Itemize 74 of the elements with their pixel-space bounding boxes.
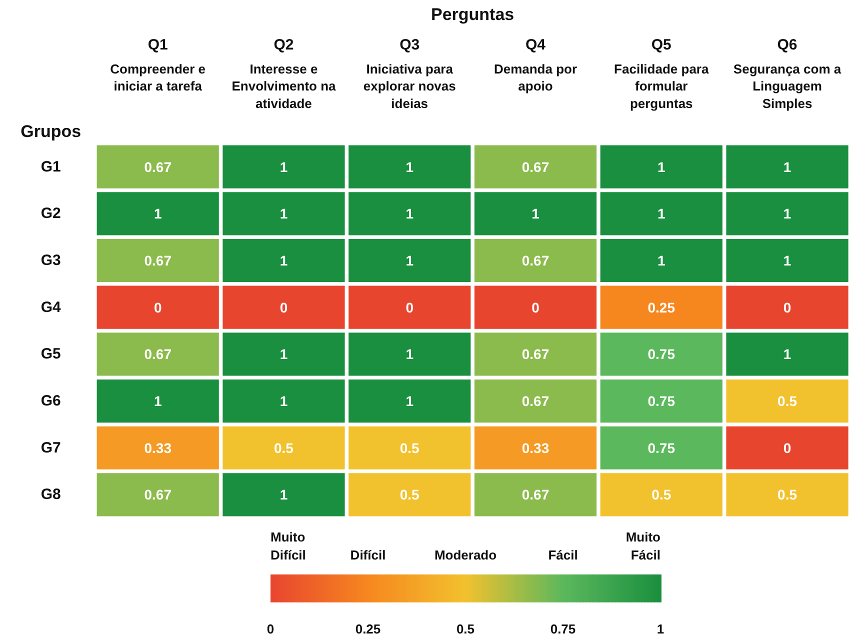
data-label: 0.75 bbox=[648, 393, 676, 410]
data-label: 0.5 bbox=[400, 486, 420, 503]
text: Fácil bbox=[548, 547, 578, 562]
data-label: 0.25 bbox=[648, 299, 676, 316]
data-label: 1 bbox=[154, 393, 162, 410]
data-label: 0.67 bbox=[144, 346, 172, 362]
data-label: 0.5 bbox=[400, 440, 420, 456]
y-tick-label: G1 bbox=[40, 158, 61, 176]
x-tick-label: Q4 Demanda por apoio bbox=[494, 36, 578, 94]
data-label: 0.75 bbox=[648, 440, 676, 456]
x-tick-label: Q2 Interesse e Envolvimento na atividade bbox=[232, 36, 337, 111]
data-label: 1 bbox=[657, 206, 666, 222]
data-label: 0 bbox=[532, 299, 540, 316]
data-label: 0.5 bbox=[652, 486, 672, 503]
color-bar-label: 1 bbox=[656, 622, 664, 636]
data-label: 1 bbox=[783, 346, 792, 362]
data-label: 0.5 bbox=[778, 486, 798, 503]
data-label: 0.5 bbox=[778, 393, 798, 410]
data-label: 1 bbox=[280, 346, 288, 362]
data-label: 1 bbox=[280, 252, 288, 268]
data-label: 0.67 bbox=[144, 252, 172, 268]
data-label: 0 bbox=[783, 299, 792, 316]
data-label: 0.5 bbox=[274, 440, 294, 456]
data-label: 1 bbox=[280, 206, 288, 222]
x-tick-label: Q3 Iniciativa para explorar novas ideias bbox=[363, 36, 456, 111]
data-label: 1 bbox=[280, 158, 288, 175]
data-label: 0.33 bbox=[144, 440, 172, 456]
data-label: 1 bbox=[406, 158, 414, 175]
text: Difícil bbox=[350, 547, 386, 562]
data-label: 0.67 bbox=[144, 158, 172, 175]
color-bar-label: 0.75 bbox=[550, 622, 576, 636]
data-label: 0.33 bbox=[522, 440, 550, 456]
data-label: 1 bbox=[657, 252, 666, 268]
data-label: 0.67 bbox=[522, 252, 550, 268]
x-tick-label: Q1 Compreender e iniciar a tarefa bbox=[110, 36, 206, 94]
data-label: 0.67 bbox=[522, 486, 550, 503]
data-label: 1 bbox=[532, 206, 540, 222]
y-axis-title: Grupos bbox=[20, 122, 82, 142]
data-label: 0.67 bbox=[144, 486, 172, 503]
x-axis-title: Perguntas bbox=[430, 5, 514, 24]
data-label: 0 bbox=[406, 299, 414, 316]
data-label: 1 bbox=[280, 393, 288, 410]
y-tick-label: G8 bbox=[40, 486, 61, 504]
color-bar-label: 0.25 bbox=[355, 622, 381, 636]
y-tick-label: G7 bbox=[40, 439, 61, 456]
data-label: 0.67 bbox=[522, 393, 550, 410]
y-tick-label: G5 bbox=[40, 346, 61, 363]
text: Muito Difícil bbox=[270, 529, 306, 562]
data-label: 1 bbox=[154, 206, 162, 222]
data-label: 1 bbox=[657, 158, 666, 175]
y-tick-label: G3 bbox=[40, 252, 61, 269]
data-label: 1 bbox=[783, 252, 792, 268]
data-label: 0.67 bbox=[522, 346, 550, 362]
color-bar-label: 0.5 bbox=[456, 622, 475, 636]
x-tick-label: Q6 Segurança com a Linguagem Simples bbox=[733, 36, 842, 111]
color-bar-label: 0 bbox=[266, 622, 274, 636]
data-label: 1 bbox=[783, 158, 792, 175]
y-tick-label: G6 bbox=[40, 392, 61, 410]
x-tick-label: Q5 Facilidade para formular perguntas bbox=[614, 36, 710, 111]
data-label: 1 bbox=[406, 252, 414, 268]
data-label: 0 bbox=[280, 299, 288, 316]
data-label: 0.67 bbox=[522, 158, 550, 175]
data-label: 1 bbox=[406, 393, 414, 410]
text: Muito Fácil bbox=[626, 529, 661, 562]
data-label: 0 bbox=[783, 440, 792, 456]
data-label: 0.75 bbox=[648, 346, 676, 362]
data-label: 0 bbox=[154, 299, 162, 316]
data-label: 1 bbox=[783, 206, 792, 222]
y-tick-label: G4 bbox=[40, 298, 62, 316]
text: Moderado bbox=[434, 547, 497, 562]
data-label: 1 bbox=[406, 206, 414, 222]
y-tick-label: G2 bbox=[40, 205, 61, 222]
data-label: 1 bbox=[406, 346, 414, 362]
data-label: 1 bbox=[280, 486, 288, 503]
